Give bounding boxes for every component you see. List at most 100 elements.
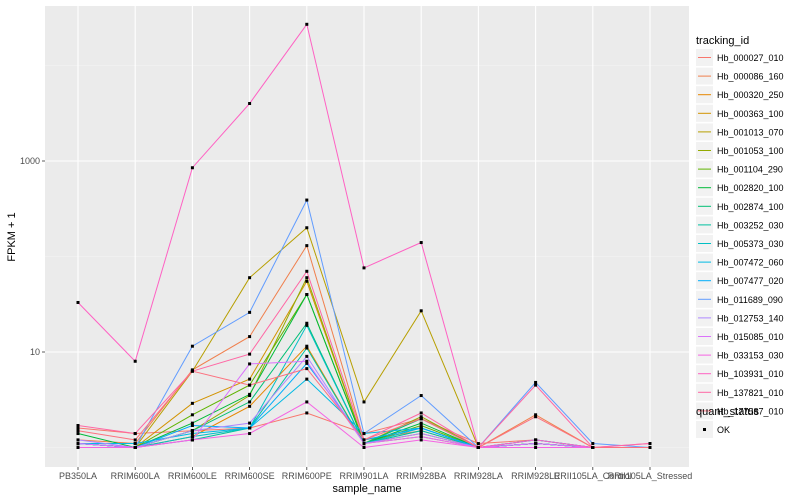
legend-label: Hb_005373_030 (717, 239, 784, 249)
legend-item: Hb_000363_100 (696, 104, 784, 122)
data-point (419, 435, 423, 439)
x-axis: PB350LA RRIM600LA RRIM600LE RRIM600SE RRIM60… (59, 467, 692, 481)
data-point (248, 102, 252, 106)
data-point (305, 198, 309, 202)
x-axis-title: sample_name (332, 483, 401, 495)
x-tick-label: RRIM600LE (168, 471, 217, 481)
legend-item: Hb_033153_030 (696, 346, 784, 364)
data-point (248, 426, 252, 430)
data-point (362, 266, 366, 270)
data-point (305, 244, 309, 248)
data-point (133, 432, 137, 436)
legend-item: Hb_001013_070 (696, 123, 784, 141)
legend-item: Hb_015085_010 (696, 328, 784, 345)
legend-item: Hb_005373_030 (696, 235, 784, 252)
data-point (190, 438, 194, 442)
x-tick-label: RRII105LA_Stressed (608, 471, 693, 481)
legend-title: tracking_id (696, 35, 749, 47)
data-point (305, 279, 309, 283)
shape-legend-item: OK (696, 421, 730, 438)
data-point (534, 413, 538, 417)
data-point (648, 442, 652, 446)
data-point (305, 359, 309, 363)
data-point (248, 377, 252, 381)
data-point (305, 354, 309, 358)
data-point (419, 432, 423, 436)
y-axis: 10 1000 (20, 156, 45, 357)
data-point (133, 438, 137, 442)
legend-label: Hb_001013_070 (717, 127, 784, 137)
data-point (305, 344, 309, 348)
data-point (534, 380, 538, 384)
legend-item: Hb_007472_060 (696, 253, 784, 271)
data-point (419, 415, 423, 419)
plot-panel (45, 6, 689, 467)
data-point (305, 400, 309, 404)
legend-label: Hb_003252_030 (717, 220, 784, 230)
legend-item: Hb_002820_100 (696, 179, 784, 197)
x-tick-label: PB350LA (59, 471, 97, 481)
legend-label: Hb_103931_010 (717, 369, 784, 379)
legend-label: Hb_177587_010 (717, 406, 784, 416)
data-point (305, 226, 309, 230)
legend-label: Hb_012753_140 (717, 313, 784, 323)
data-point (76, 426, 80, 430)
data-point (305, 346, 309, 350)
data-point (534, 415, 538, 419)
data-point (419, 429, 423, 433)
y-tick-label: 1000 (20, 156, 40, 166)
data-point (591, 446, 595, 449)
data-point (190, 423, 194, 427)
legend-items: Hb_000027_010 Hb_000086_160 Hb_000320_250 H… (696, 49, 784, 420)
data-point (534, 383, 538, 387)
data-point (248, 352, 252, 356)
x-tick-label: RRIM928LA (454, 471, 503, 481)
legend-label: Hb_137821_010 (717, 388, 784, 398)
data-point (476, 446, 480, 449)
legend-label: Hb_015085_010 (717, 332, 784, 342)
data-point (648, 446, 652, 449)
legend-label: Hb_007472_060 (717, 258, 784, 268)
data-point (133, 442, 137, 446)
data-point (190, 421, 194, 425)
data-point (248, 404, 252, 408)
data-point (362, 432, 366, 436)
data-point (362, 400, 366, 404)
legend-item: Hb_003252_030 (696, 216, 784, 234)
data-point (190, 369, 194, 373)
data-point (76, 432, 80, 436)
data-point (305, 377, 309, 381)
data-point (248, 383, 252, 387)
data-point (190, 435, 194, 439)
data-point (248, 335, 252, 339)
legend-label: Hb_033153_030 (717, 351, 784, 361)
legend-label: Hb_000363_100 (717, 109, 784, 119)
legend-item: Hb_001053_100 (696, 142, 784, 159)
data-point (591, 442, 595, 446)
legend-item: Hb_000086_160 (696, 67, 784, 85)
data-point (419, 417, 423, 421)
data-point (305, 293, 309, 297)
y-tick-label: 10 (30, 347, 40, 357)
legend-item: Hb_012753_140 (696, 309, 784, 327)
data-point (133, 446, 137, 449)
data-point (419, 423, 423, 427)
data-point (190, 429, 194, 433)
y-axis-title: FPKM + 1 (6, 212, 18, 261)
data-point (305, 323, 309, 327)
data-point (305, 361, 309, 365)
x-tick-label: RRIM928BA (396, 471, 446, 481)
x-tick-label: RRIM901LA (339, 471, 388, 481)
x-tick-label: RRIM928LE (511, 471, 560, 481)
shape-legend-marker (703, 428, 706, 431)
data-point (76, 429, 80, 433)
shape-legend-label: OK (717, 425, 730, 435)
legend-label: Hb_001053_100 (717, 146, 784, 156)
legend-item: Hb_103931_010 (696, 365, 784, 383)
data-point (248, 421, 252, 425)
data-point (534, 446, 538, 449)
data-point (419, 411, 423, 415)
data-point (76, 438, 80, 442)
data-point (248, 310, 252, 314)
